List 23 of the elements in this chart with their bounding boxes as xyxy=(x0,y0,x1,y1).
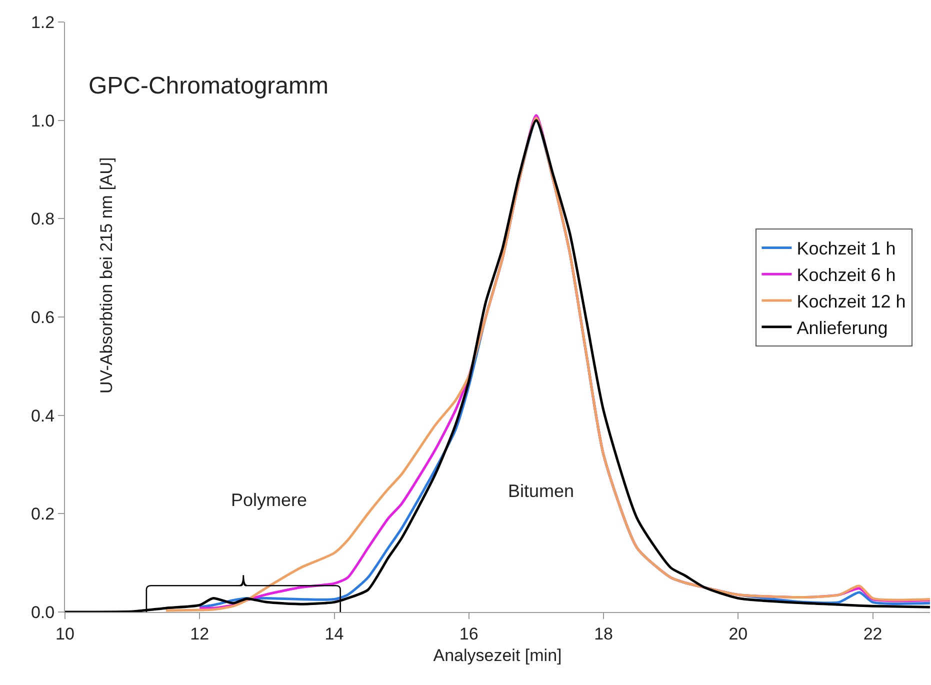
y-tick-label: 0.8 xyxy=(30,210,55,229)
x-tick-label: 18 xyxy=(594,624,613,644)
legend-label: Kochzeit 12 h xyxy=(796,292,906,312)
x-tick-label: 14 xyxy=(324,624,344,644)
y-tick-label: 0.6 xyxy=(30,308,55,327)
text: GPC-Chromatogramm xyxy=(88,72,328,100)
annotation: Polymere xyxy=(231,490,308,510)
annotation: Bitumen xyxy=(508,481,574,501)
legend-label: Kochzeit 6 h xyxy=(796,265,896,286)
y-tick-label: 1.0 xyxy=(30,111,55,130)
x-axis-title: Analysezeit [min] xyxy=(433,646,562,665)
legend-label: Kochzeit 1 h xyxy=(796,238,896,259)
y-tick-label: 0.0 xyxy=(30,602,55,622)
y-tick-label: 0.2 xyxy=(30,504,55,524)
legend-label: Anlieferung xyxy=(796,318,888,338)
x-tick-label: 12 xyxy=(190,624,210,644)
y-axis-title: UV-Absorbtion bei 215 nm [AU] xyxy=(97,157,116,394)
x-tick-label: 10 xyxy=(56,624,74,644)
x-tick-label: 22 xyxy=(863,624,882,644)
x-tick-label: 16 xyxy=(459,624,478,644)
y-tick-label: 1.2 xyxy=(30,12,55,32)
x-tick-label: 20 xyxy=(728,624,748,644)
y-tick-label: 0.4 xyxy=(30,406,55,426)
